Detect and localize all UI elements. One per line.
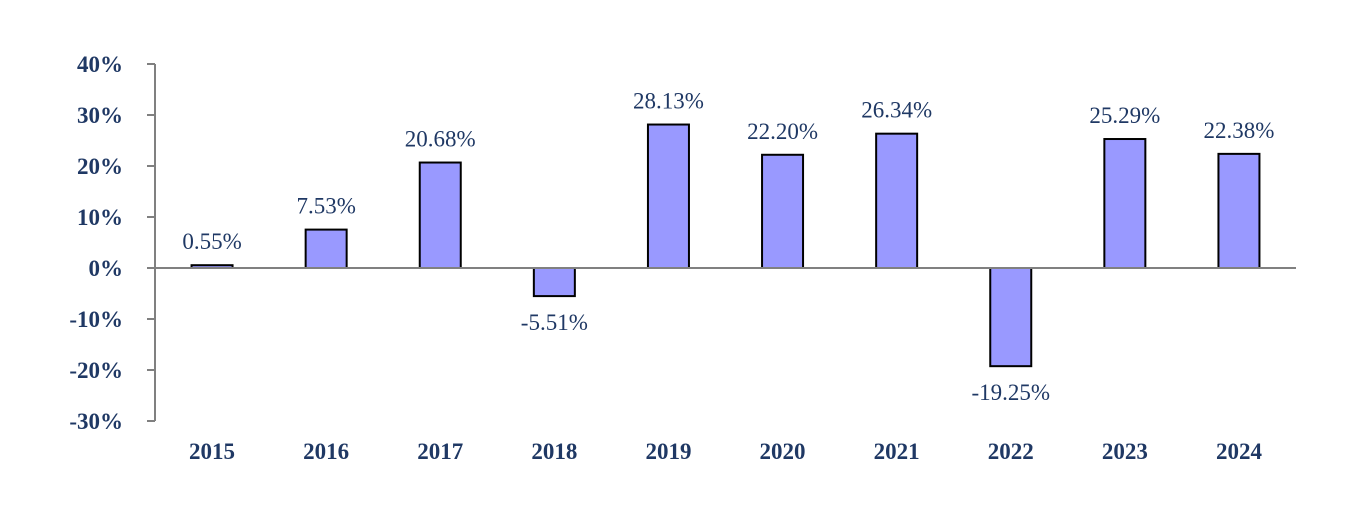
data-label: 25.29% (1089, 103, 1160, 128)
bar-2017 (418, 161, 462, 269)
bar-2016 (304, 228, 348, 269)
x-tick-label: 2020 (760, 439, 806, 464)
y-axis: 40% 30% 20% 10% 0% -10% -20% -30% (69, 52, 156, 434)
y-tick-label: 20% (77, 154, 123, 179)
x-tick-label: 2016 (303, 439, 349, 464)
data-label: 28.13% (633, 89, 704, 114)
x-axis-labels: 2015 2016 2017 2018 2019 2020 2021 2022 2023 2024 (189, 439, 1262, 464)
x-tick-label: 2021 (874, 439, 920, 464)
bar-2023 (1103, 138, 1147, 269)
bars (190, 123, 1261, 368)
bar-2019 (646, 123, 690, 269)
x-tick-label: 2015 (189, 439, 235, 464)
y-tick-label: 10% (77, 205, 123, 230)
data-label: 22.38% (1203, 118, 1274, 143)
y-tick-label: 30% (77, 103, 123, 128)
x-tick-label: 2023 (1102, 439, 1148, 464)
data-labels: 0.55% 7.53% 20.68% -5.51% 28.13% 22.20% 26.34%… (182, 89, 1274, 406)
data-label: 0.55% (182, 229, 241, 254)
y-tick-label: -10% (69, 307, 123, 332)
y-tick-label: -30% (69, 409, 123, 434)
y-tick-label: 40% (77, 52, 123, 77)
x-tick-label: 2019 (645, 439, 691, 464)
y-tick-label: 0% (89, 256, 124, 281)
data-label: -5.51% (521, 310, 588, 335)
x-tick-label: 2017 (417, 439, 463, 464)
x-tick-label: 2018 (531, 439, 577, 464)
data-label: -19.25% (971, 380, 1050, 405)
bar-2021 (875, 132, 919, 269)
x-tick-label: 2022 (988, 439, 1034, 464)
data-label: 22.20% (747, 119, 818, 144)
y-tick-label: -20% (69, 358, 123, 383)
bar-2018 (532, 267, 576, 298)
data-label: 7.53% (296, 194, 355, 219)
bar-2022 (989, 267, 1033, 368)
bar-2020 (761, 153, 805, 269)
data-label: 26.34% (861, 98, 932, 123)
bar-2024 (1217, 152, 1261, 269)
data-label: 20.68% (405, 127, 476, 152)
x-tick-label: 2024 (1216, 439, 1263, 464)
